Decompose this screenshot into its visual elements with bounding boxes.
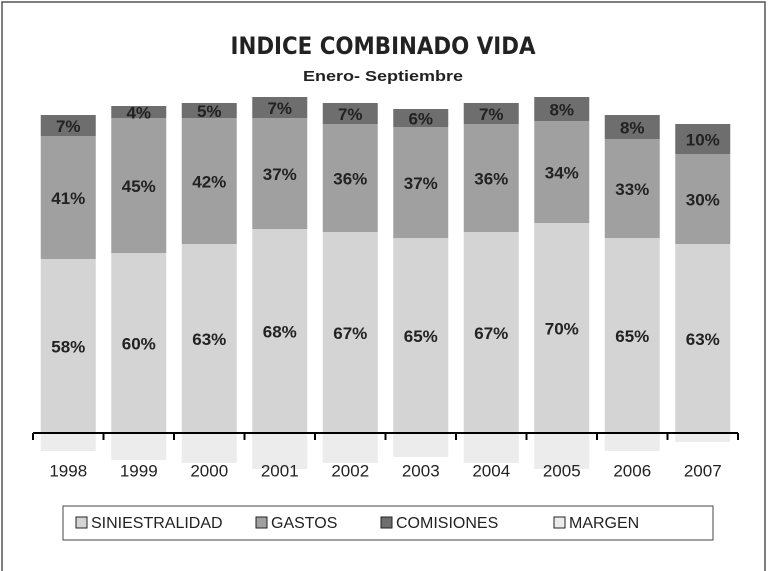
bar-segment bbox=[604, 238, 660, 433]
bar-segment bbox=[463, 103, 519, 124]
data-label: 67% bbox=[474, 324, 508, 343]
bar-segment bbox=[322, 232, 378, 433]
data-label: 58% bbox=[51, 337, 85, 356]
data-label: 68% bbox=[263, 322, 297, 341]
data-label: 37% bbox=[404, 174, 438, 193]
data-label: 5% bbox=[197, 102, 222, 121]
data-label: 60% bbox=[122, 334, 156, 353]
legend-swatch bbox=[553, 516, 566, 529]
bar-segment bbox=[675, 154, 731, 244]
x-tick-label: 2002 bbox=[331, 461, 369, 480]
legend-swatch bbox=[380, 516, 393, 529]
chart-subtitle: Enero- Septiembre bbox=[303, 68, 463, 85]
x-tick-label: 2005 bbox=[543, 461, 581, 480]
bar-segment bbox=[111, 433, 167, 460]
bar-segment bbox=[463, 433, 519, 463]
data-label: 65% bbox=[404, 327, 438, 346]
bar-segment bbox=[604, 433, 660, 451]
data-label: 7% bbox=[338, 105, 363, 124]
data-label: 37% bbox=[263, 165, 297, 184]
x-tick-label: 2000 bbox=[190, 461, 228, 480]
bar-segment bbox=[111, 106, 167, 118]
x-tick-label: 1999 bbox=[120, 461, 158, 480]
bar-segment bbox=[604, 139, 660, 238]
data-label: 7% bbox=[479, 105, 504, 124]
data-label: 63% bbox=[686, 330, 720, 349]
data-label: 34% bbox=[545, 163, 579, 182]
bar-segment bbox=[534, 433, 590, 469]
bar-segment bbox=[463, 232, 519, 433]
bar-segment bbox=[40, 433, 96, 451]
bar-segment bbox=[322, 124, 378, 232]
x-tick-label: 2007 bbox=[684, 461, 722, 480]
bar-segment bbox=[40, 136, 96, 259]
data-label: 30% bbox=[686, 190, 720, 209]
data-label: 4% bbox=[126, 103, 151, 122]
bar-segment bbox=[111, 118, 167, 253]
data-label: 42% bbox=[192, 172, 226, 191]
legend-swatch bbox=[255, 516, 268, 529]
x-tick-label: 1998 bbox=[49, 461, 87, 480]
bar-segment bbox=[252, 229, 308, 433]
x-tick-label: 2001 bbox=[261, 461, 299, 480]
legend-label: COMISIONES bbox=[396, 515, 498, 532]
bar-segment bbox=[322, 103, 378, 124]
bar-segment bbox=[393, 238, 449, 433]
data-label: 7% bbox=[267, 99, 292, 118]
bar-segment bbox=[252, 97, 308, 118]
bar-segment bbox=[534, 121, 590, 223]
bar-segment bbox=[40, 259, 96, 433]
bar-segment bbox=[604, 115, 660, 139]
data-label: 67% bbox=[333, 324, 367, 343]
bar-segment bbox=[534, 97, 590, 121]
data-label: 63% bbox=[192, 330, 226, 349]
x-tick-label: 2004 bbox=[472, 461, 510, 480]
data-label: 8% bbox=[620, 118, 645, 137]
bar-segment bbox=[463, 124, 519, 232]
data-label: 7% bbox=[56, 117, 81, 136]
bar-segment bbox=[111, 253, 167, 433]
data-label: 41% bbox=[51, 189, 85, 208]
bar-segment bbox=[393, 109, 449, 127]
data-label: 33% bbox=[615, 180, 649, 199]
data-label: 8% bbox=[549, 100, 574, 119]
bar-segment bbox=[675, 124, 731, 154]
bar-segment bbox=[534, 223, 590, 433]
data-label: 36% bbox=[333, 169, 367, 188]
bar-segment bbox=[181, 433, 237, 463]
data-label: 10% bbox=[686, 130, 720, 149]
data-label: 6% bbox=[408, 109, 433, 128]
data-label: 45% bbox=[122, 177, 156, 196]
bar-segment bbox=[181, 244, 237, 433]
legend-label: MARGEN bbox=[569, 515, 639, 532]
bar-segment bbox=[181, 118, 237, 244]
x-tick-label: 2003 bbox=[402, 461, 440, 480]
data-label: 70% bbox=[545, 319, 579, 338]
bar-segment bbox=[252, 433, 308, 469]
legend-label: GASTOS bbox=[271, 515, 337, 532]
bar-segment bbox=[675, 244, 731, 433]
bar-segment bbox=[40, 115, 96, 136]
legend-swatch bbox=[75, 516, 88, 529]
legend-label: SINIESTRALIDAD bbox=[91, 515, 223, 532]
bar-segment bbox=[181, 103, 237, 118]
bar-segment bbox=[322, 433, 378, 463]
bar-segment bbox=[393, 127, 449, 238]
bar-segment bbox=[393, 433, 449, 457]
x-tick-label: 2006 bbox=[613, 461, 651, 480]
bar-segment bbox=[675, 433, 731, 442]
data-label: 36% bbox=[474, 169, 508, 188]
chart-title: INDICE COMBINADO VIDA bbox=[231, 32, 536, 60]
data-label: 65% bbox=[615, 327, 649, 346]
bar-segment bbox=[252, 118, 308, 229]
